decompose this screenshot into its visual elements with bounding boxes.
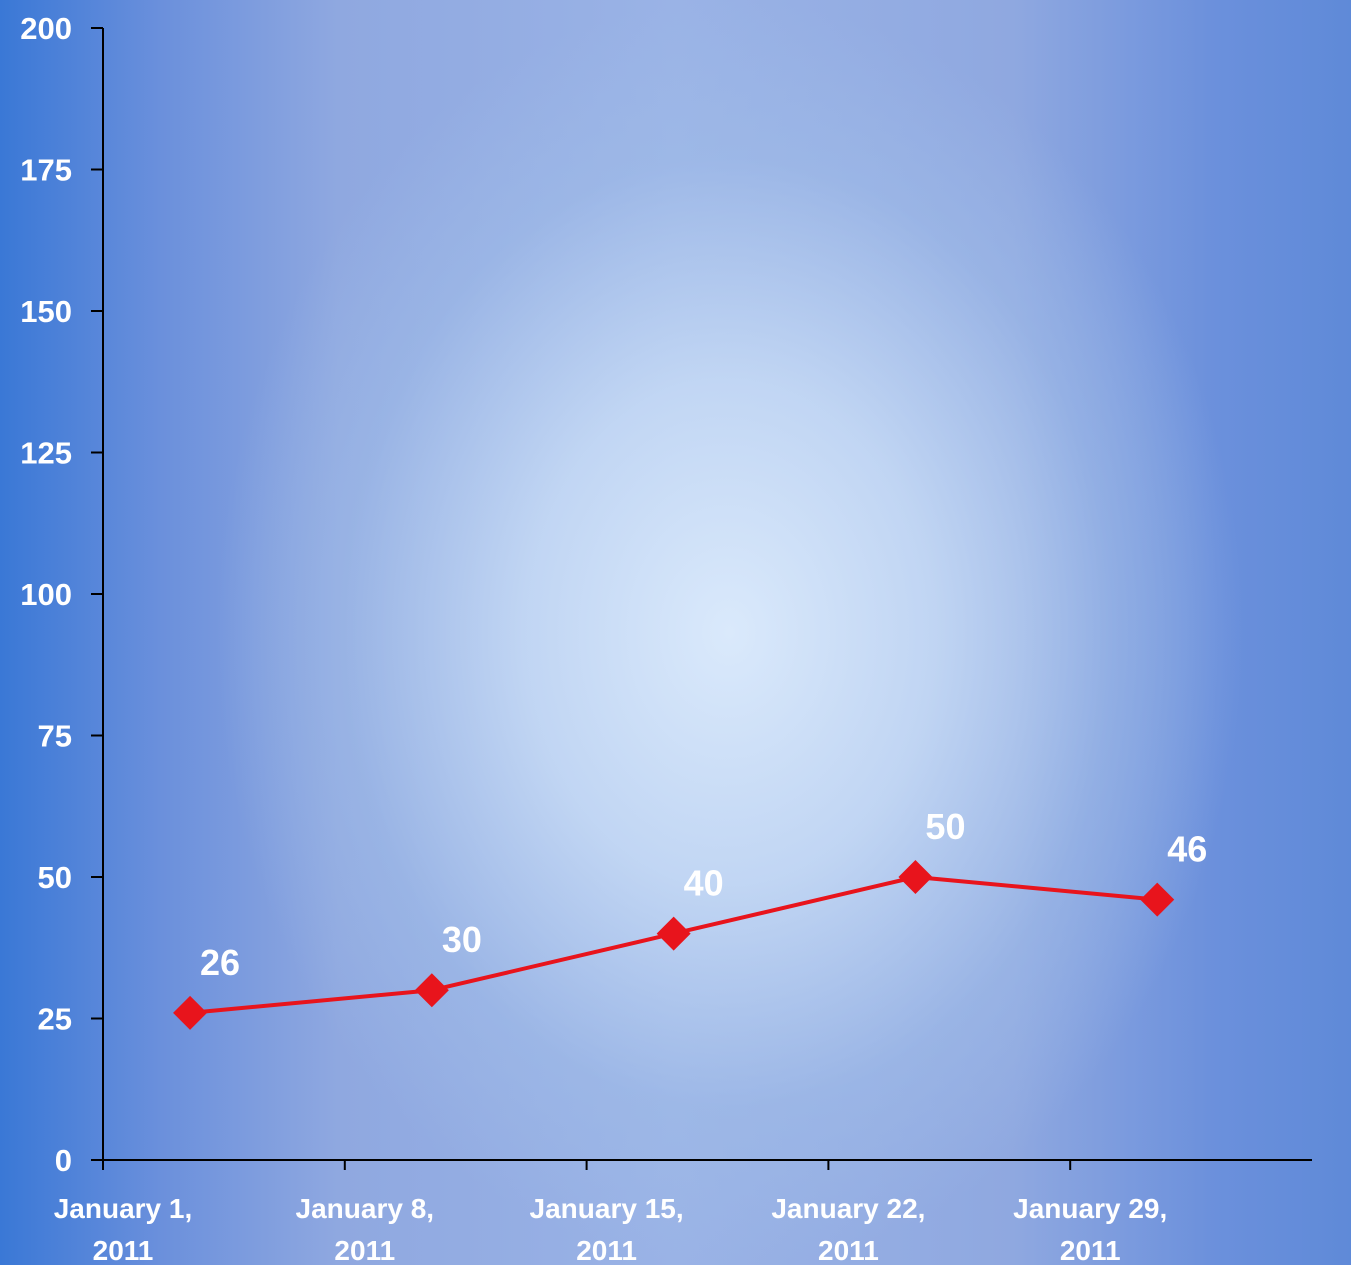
data-label: 46 (1167, 829, 1207, 870)
series-layer (173, 860, 1175, 1030)
x-tick-label: January 15, 2011 (530, 1193, 684, 1265)
y-axis-ticks: 0 25 50 75 100 125 150 175 200 (20, 11, 103, 1178)
y-tick-label: 200 (20, 11, 72, 46)
data-label: 50 (925, 806, 965, 847)
y-tick-label: 75 (38, 719, 72, 754)
axes (102, 28, 1312, 1161)
data-label: 30 (442, 919, 482, 960)
y-tick-label: 175 (20, 153, 72, 188)
data-point-marker (1140, 882, 1175, 917)
y-tick-label: 50 (38, 860, 72, 895)
data-point-marker (414, 973, 449, 1008)
data-labels: 26 30 40 50 46 (200, 806, 1207, 983)
data-point-marker (898, 860, 933, 894)
data-point-marker (656, 916, 691, 951)
y-tick-label: 25 (38, 1002, 72, 1037)
y-tick-label: 125 (20, 436, 72, 471)
x-tick-label: January 29, 2011 (1013, 1193, 1167, 1265)
x-tick-label: January 1, 2011 (54, 1193, 193, 1265)
x-tick-label: January 8, 2011 (296, 1193, 435, 1265)
x-tick-label: January 22, 2011 (771, 1193, 925, 1265)
data-point-marker (173, 995, 208, 1030)
x-axis-ticks: January 1, 2011 January 8, 2011 January 15, 2… (54, 1160, 1167, 1265)
y-tick-label: 100 (20, 577, 72, 612)
y-tick-label: 150 (20, 294, 72, 329)
data-label: 40 (684, 863, 724, 904)
data-label: 26 (200, 942, 240, 983)
y-tick-label: 0 (55, 1143, 72, 1178)
